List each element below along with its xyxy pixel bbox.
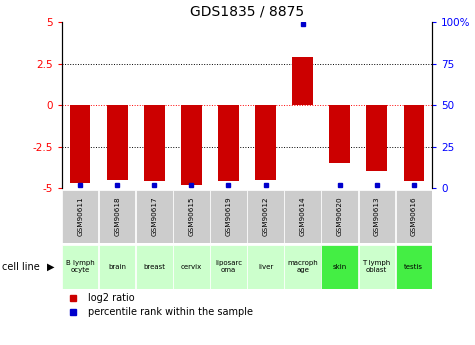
Bar (285, 190, 321, 243)
Text: B lymph
ocyte: B lymph ocyte (66, 260, 95, 273)
Text: liposarc
oma: liposarc oma (215, 260, 242, 273)
Bar (218, 105, 238, 181)
Bar (99, 190, 135, 243)
Bar (359, 190, 395, 243)
Bar (322, 245, 358, 289)
Bar (247, 190, 284, 243)
Text: cervix: cervix (181, 264, 202, 270)
Bar (293, 57, 313, 105)
Text: GSM90613: GSM90613 (374, 197, 380, 236)
Bar (330, 105, 350, 163)
Bar (247, 245, 284, 289)
Text: testis: testis (404, 264, 423, 270)
Text: T lymph
oblast: T lymph oblast (362, 260, 391, 273)
Text: breast: breast (143, 264, 165, 270)
Text: skin: skin (332, 264, 347, 270)
Bar (210, 190, 247, 243)
Text: liver: liver (258, 264, 273, 270)
Text: GSM90612: GSM90612 (263, 197, 268, 236)
Bar (210, 245, 247, 289)
Text: ▶: ▶ (47, 262, 55, 272)
Text: GSM90616: GSM90616 (411, 197, 417, 236)
Bar (322, 190, 358, 243)
Text: GSM90614: GSM90614 (300, 197, 305, 236)
Bar (396, 190, 432, 243)
Bar (62, 190, 98, 243)
Bar (99, 245, 135, 289)
Bar (256, 105, 276, 180)
Title: GDS1835 / 8875: GDS1835 / 8875 (190, 4, 304, 19)
Text: GSM90619: GSM90619 (226, 197, 231, 236)
Bar (136, 190, 172, 243)
Text: log2 ratio: log2 ratio (88, 293, 134, 303)
Bar (136, 245, 172, 289)
Text: brain: brain (108, 264, 126, 270)
Bar (70, 105, 90, 183)
Bar (107, 105, 127, 180)
Bar (62, 245, 98, 289)
Text: percentile rank within the sample: percentile rank within the sample (88, 307, 253, 317)
Bar (181, 105, 201, 185)
Bar (404, 105, 424, 181)
Text: cell line: cell line (2, 262, 40, 272)
Bar (396, 245, 432, 289)
Bar (359, 245, 395, 289)
Bar (173, 190, 209, 243)
Bar (144, 105, 164, 181)
Text: GSM90620: GSM90620 (337, 197, 342, 236)
Bar (367, 105, 387, 171)
Text: GSM90615: GSM90615 (189, 197, 194, 236)
Text: GSM90618: GSM90618 (114, 197, 120, 236)
Bar (173, 245, 209, 289)
Bar (285, 245, 321, 289)
Text: macroph
age: macroph age (287, 260, 318, 273)
Text: GSM90611: GSM90611 (77, 197, 83, 236)
Text: GSM90617: GSM90617 (152, 197, 157, 236)
